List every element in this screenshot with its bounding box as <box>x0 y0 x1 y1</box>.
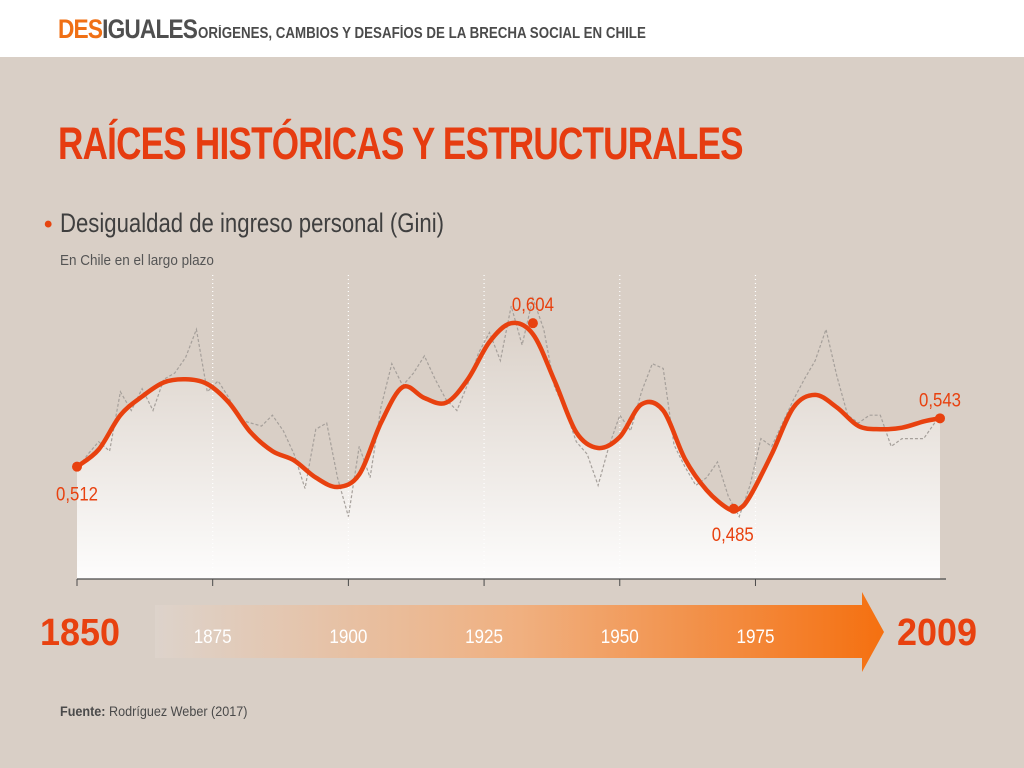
data-label: 0,604 <box>512 295 554 316</box>
series-smoothed-line <box>74 320 943 513</box>
series-raw-line <box>76 296 941 519</box>
data-label: 0,512 <box>56 485 98 506</box>
brand-accent: DES <box>58 14 103 44</box>
header-tagline: ORÍGENES, CAMBIOS Y DESAFÍOS DE LA BRECH… <box>198 25 646 42</box>
data-label: 0,485 <box>712 525 754 546</box>
brand-logo: DESIGUALES <box>58 14 198 45</box>
data-point-marker <box>728 503 739 514</box>
data-point-marker <box>935 413 945 424</box>
data-point-marker <box>527 318 538 329</box>
header-bar: DESIGUALES ORÍGENES, CAMBIOS Y DESAFÍOS … <box>0 0 1024 57</box>
x-tick-label: 1925 <box>465 627 503 648</box>
brand-rest: IGUALES <box>102 14 198 44</box>
chart-title: Desigualdad de ingreso personal (Gini) <box>60 208 444 238</box>
x-tick-label: 1975 <box>736 627 774 648</box>
timeline-arrow <box>155 592 884 672</box>
data-label: 0,543 <box>919 390 961 411</box>
gini-chart: 0,512 0,604 0,485 0,543 1850 2009 1875 1900 1… <box>40 275 977 672</box>
bullet-icon: • <box>44 211 53 238</box>
x-tick-label: 1950 <box>601 627 639 648</box>
source-text: Rodríguez Weber (2017) <box>109 703 248 719</box>
source-note: Fuente: Rodríguez Weber (2017) <box>60 703 247 719</box>
x-tick-label: 1900 <box>329 627 367 648</box>
timeline-end-label: 2009 <box>897 612 977 654</box>
chart-subtitle: En Chile en el largo plazo <box>60 252 214 269</box>
chart-area-fill <box>77 322 940 579</box>
data-point-marker <box>72 461 82 472</box>
x-tick-label: 1875 <box>194 627 232 648</box>
source-label: Fuente: <box>60 703 106 719</box>
section-title: RAÍCES HISTÓRICAS Y ESTRUCTURALES <box>58 118 744 169</box>
timeline-start-label: 1850 <box>40 612 120 654</box>
